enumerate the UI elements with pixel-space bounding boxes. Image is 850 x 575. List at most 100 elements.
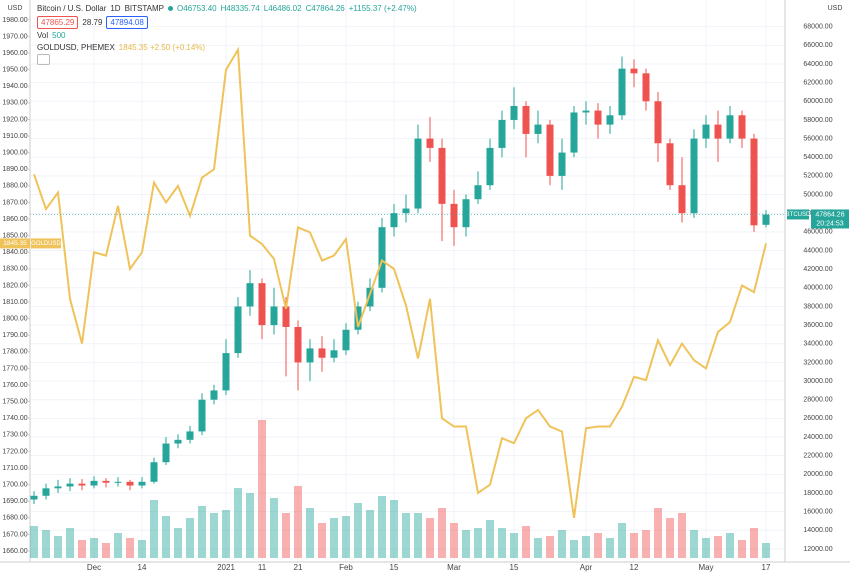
y2-tick-label: 56000.00 — [803, 135, 832, 142]
candle-body — [642, 73, 650, 102]
ohlc-open: O46753.40 — [177, 4, 217, 13]
y-tick-label: 1970.00 — [2, 33, 27, 40]
exchange: BITSTAMP — [124, 4, 165, 13]
candle-body — [558, 152, 566, 176]
y2-tick-label: 26000.00 — [803, 415, 832, 422]
candle-body — [198, 399, 206, 432]
volume-bar — [522, 526, 530, 558]
candle-body — [342, 329, 350, 351]
gold-price: 1845.35 — [3, 240, 27, 247]
y-tick-label: 1800.00 — [2, 316, 27, 323]
candle-body — [114, 481, 122, 483]
candle-body — [78, 483, 86, 486]
y-tick-label: 1680.00 — [2, 515, 27, 522]
symbol-line: Bitcoin / U.S. Dollar 1D BITSTAMP O46753… — [37, 4, 417, 13]
candle-body — [30, 495, 38, 500]
y2-tick-label: 54000.00 — [803, 154, 832, 161]
volume-bar — [702, 538, 710, 558]
candle-body — [570, 112, 578, 153]
candle-body — [366, 287, 374, 307]
candle-body — [174, 439, 182, 444]
candle-body — [702, 124, 710, 139]
volume-legend: Vol 500 — [37, 31, 65, 40]
y2-tick-label: 12000.00 — [803, 546, 832, 553]
volume-bar — [366, 510, 374, 558]
candle-body — [294, 326, 302, 363]
candle-body — [726, 115, 734, 139]
volume-bar — [258, 420, 266, 558]
volume-bar — [234, 488, 242, 558]
volume-bar — [486, 520, 494, 558]
volume-bar — [342, 516, 350, 558]
volume-bar — [750, 528, 758, 558]
x-tick-label: 12 — [630, 563, 639, 572]
y-tick-label: 1760.00 — [2, 382, 27, 389]
y-tick-label: 1670.00 — [2, 531, 27, 538]
buy-price[interactable]: 47894.08 — [106, 16, 148, 29]
gold-tag-bg — [31, 238, 61, 249]
x-tick-label: 17 — [762, 563, 771, 572]
y2-tick-label: 64000.00 — [803, 61, 832, 68]
candle-body — [102, 480, 110, 483]
volume-bar — [558, 530, 566, 558]
y2-tick-label: 22000.00 — [803, 453, 832, 460]
volume-bar — [30, 526, 38, 558]
volume-bar — [186, 518, 194, 558]
volume-bar — [534, 538, 542, 558]
candle-body — [462, 199, 470, 228]
y-tick-label: 1820.00 — [2, 282, 27, 289]
y2-tick-label: 52000.00 — [803, 173, 832, 180]
candle-body — [594, 110, 602, 125]
overlay-symbol[interactable]: GOLDUSD, PHEMEX — [37, 43, 115, 52]
sell-price[interactable]: 47865.29 — [37, 16, 79, 29]
candle-body — [282, 306, 290, 327]
volume-bar — [726, 533, 734, 558]
volume-bar — [618, 523, 626, 558]
ohlc-close: C47864.26 — [305, 4, 345, 13]
volume-bar — [126, 538, 134, 558]
x-tick-label: 15 — [510, 563, 519, 572]
candle-body — [126, 481, 134, 486]
candle-body — [522, 105, 530, 134]
volume-bar — [762, 543, 770, 558]
y2-tick-label: 14000.00 — [803, 527, 832, 534]
x-tick-label: 15 — [390, 563, 399, 572]
candle-body — [246, 283, 254, 307]
volume-bar — [246, 493, 254, 558]
volume-bar — [174, 528, 182, 558]
interval[interactable]: 1D — [110, 4, 121, 13]
volume-bar — [426, 518, 434, 558]
collapse-button[interactable] — [37, 54, 50, 65]
y-tick-label: 1720.00 — [2, 448, 27, 455]
volume-bar — [546, 536, 554, 558]
candle-body — [186, 431, 194, 440]
candle-body — [306, 348, 314, 363]
candle-body — [474, 185, 482, 200]
y-tick-label: 1860.00 — [2, 216, 27, 223]
volume-bar — [138, 540, 146, 558]
symbol[interactable]: Bitcoin / U.S. Dollar — [37, 4, 107, 13]
y2-tick-label: 42000.00 — [803, 266, 832, 273]
y2-tick-label: 50000.00 — [803, 191, 832, 198]
y-tick-label: 1810.00 — [2, 299, 27, 306]
y2-tick-label: 44000.00 — [803, 247, 832, 254]
status-dot — [168, 6, 174, 11]
ohlc-high: H48335.74 — [220, 4, 260, 13]
volume-bar — [510, 533, 518, 558]
volume-bar — [210, 513, 218, 558]
y2-tick-label: 24000.00 — [803, 434, 832, 441]
right-unit: USD — [828, 5, 843, 12]
volume-bar — [354, 503, 362, 558]
x-tick-label: Dec — [87, 563, 101, 572]
candle-body — [426, 138, 434, 148]
volume-bar — [498, 528, 506, 558]
candle-body — [750, 138, 758, 226]
candle-body — [402, 208, 410, 214]
candle-body — [258, 283, 266, 326]
volume-bar — [474, 528, 482, 558]
y-tick-label: 1840.00 — [2, 249, 27, 256]
candle-body — [378, 227, 386, 288]
candle-body — [762, 214, 770, 225]
candle-body — [546, 124, 554, 176]
